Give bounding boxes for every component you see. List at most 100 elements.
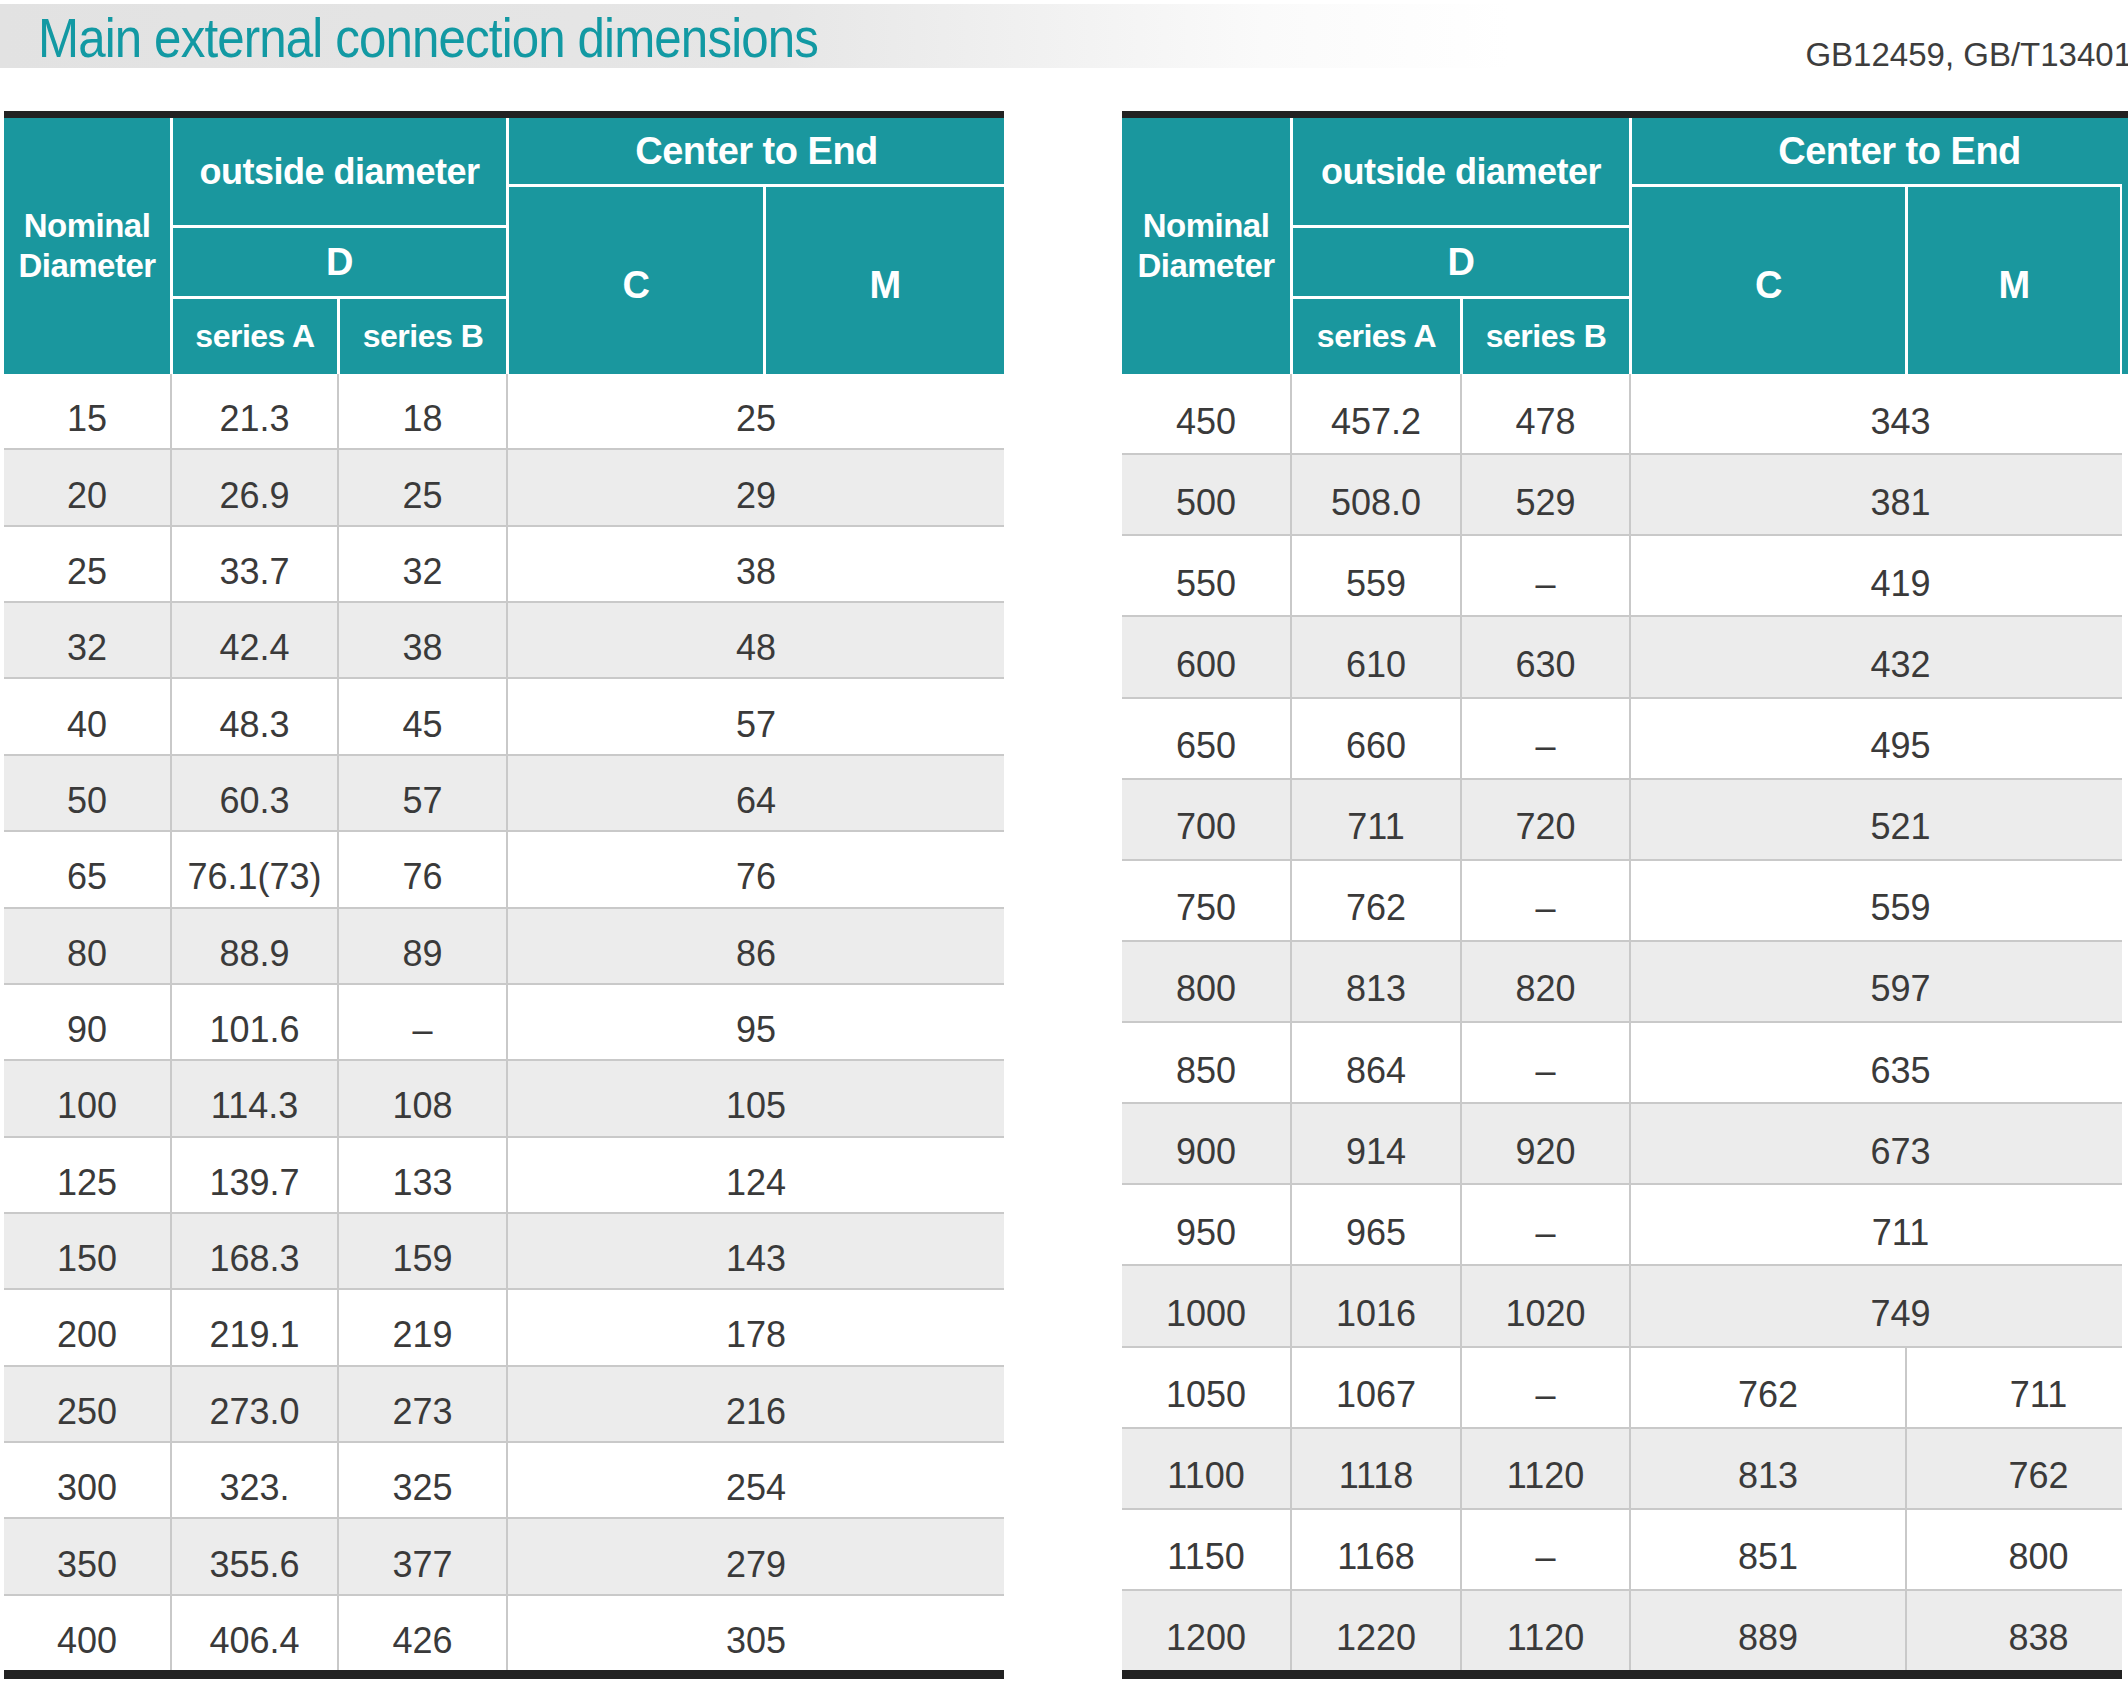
cell-nominal-diameter: 250 (4, 1367, 170, 1441)
header-nominal-diameter: Nominal Diameter (1122, 118, 1290, 374)
cell-series-b: 76 (337, 832, 506, 906)
cell-series-a: 355.6 (170, 1519, 337, 1593)
cell-nominal-diameter: 650 (1122, 699, 1290, 778)
table-row: 650660–495 (1122, 697, 2122, 778)
cell-nominal-diameter: 800 (1122, 942, 1290, 1021)
cell-center-to-end: 597 (1629, 942, 2122, 1021)
cell-nominal-diameter: 150 (4, 1214, 170, 1288)
table-row: 300323.325254 (4, 1441, 1004, 1517)
cell-nominal-diameter: 1000 (1122, 1266, 1290, 1345)
cell-series-b: – (1460, 699, 1629, 778)
cell-series-a: 559 (1290, 536, 1460, 615)
header-c: C (1632, 187, 1905, 374)
header-center-to-end: Center to End (509, 118, 1004, 184)
header-outside-diameter: outside diameter (173, 118, 506, 225)
cell-center-to-end: 105 (506, 1061, 1004, 1135)
cell-series-a: 88.9 (170, 909, 337, 983)
cell-center-to-end: 419 (1629, 536, 2122, 615)
cell-center-to-end: 305 (506, 1596, 1004, 1670)
cell-series-b: – (1460, 1510, 1629, 1589)
table-row: 100010161020749 (1122, 1264, 2122, 1345)
cell-m: 762 (1905, 1429, 2122, 1508)
cell-nominal-diameter: 700 (1122, 780, 1290, 859)
table-row: 110011181120813762 (1122, 1427, 2122, 1508)
cell-series-a: 219.1 (170, 1290, 337, 1364)
cell-series-a: 813 (1290, 942, 1460, 1021)
cell-series-b: – (1460, 1023, 1629, 1102)
cell-center-to-end: 343 (1629, 374, 2122, 453)
cell-series-a: 508.0 (1290, 455, 1460, 534)
cell-series-a: 21.3 (170, 374, 337, 448)
cell-series-a: 76.1(73) (170, 832, 337, 906)
header-nominal-diameter: Nominal Diameter (4, 118, 170, 374)
cell-center-to-end: 25 (506, 374, 1004, 448)
table-row: 2026.92529 (4, 448, 1004, 524)
cell-series-a: 914 (1290, 1104, 1460, 1183)
cell-nominal-diameter: 850 (1122, 1023, 1290, 1102)
cell-nominal-diameter: 40 (4, 679, 170, 753)
cell-nominal-diameter: 100 (4, 1061, 170, 1135)
cell-series-a: 101.6 (170, 985, 337, 1059)
cell-series-b: 25 (337, 450, 506, 524)
cell-nominal-diameter: 1150 (1122, 1510, 1290, 1589)
table-row: 11501168–851800 (1122, 1508, 2122, 1589)
cell-series-b: 720 (1460, 780, 1629, 859)
cell-center-to-end: 178 (506, 1290, 1004, 1364)
table-row: 120012201120889838 (1122, 1589, 2122, 1670)
cell-c: 889 (1629, 1591, 1905, 1670)
cell-series-b: 89 (337, 909, 506, 983)
table-row: 250273.0273216 (4, 1365, 1004, 1441)
cell-center-to-end: 559 (1629, 861, 2122, 940)
cell-series-a: 610 (1290, 617, 1460, 696)
cell-series-a: 33.7 (170, 527, 337, 601)
cell-center-to-end: 254 (506, 1443, 1004, 1517)
table-row: 8088.98986 (4, 907, 1004, 983)
cell-series-a: 1016 (1290, 1266, 1460, 1345)
table-row: 750762–559 (1122, 859, 2122, 940)
table-row: 200219.1219178 (4, 1288, 1004, 1364)
cell-series-a: 1220 (1290, 1591, 1460, 1670)
cell-series-b: 920 (1460, 1104, 1629, 1183)
header-series-a: series A (173, 299, 337, 374)
table-row: 5060.35764 (4, 754, 1004, 830)
cell-series-b: 820 (1460, 942, 1629, 1021)
cell-nominal-diameter: 950 (1122, 1185, 1290, 1264)
table-header: Nominal Diameter outside diameter D seri… (4, 118, 1004, 374)
cell-nominal-diameter: 200 (4, 1290, 170, 1364)
cell-series-a: 1118 (1290, 1429, 1460, 1508)
cell-series-b: – (1460, 861, 1629, 940)
cell-nominal-diameter: 350 (4, 1519, 170, 1593)
cell-nominal-diameter: 900 (1122, 1104, 1290, 1183)
header-m: M (1908, 187, 2120, 374)
cell-m: 800 (1905, 1510, 2122, 1589)
header-m: M (766, 187, 1004, 374)
cell-center-to-end: 432 (1629, 617, 2122, 696)
table-row: 4048.34557 (4, 677, 1004, 753)
cell-series-b: 529 (1460, 455, 1629, 534)
cell-center-to-end: 216 (506, 1367, 1004, 1441)
header-c: C (509, 187, 763, 374)
cell-series-a: 139.7 (170, 1138, 337, 1212)
dimensions-table-right: Nominal Diameter outside diameter D seri… (1122, 111, 2122, 1679)
cell-series-b: – (1460, 536, 1629, 615)
cell-series-b: 32 (337, 527, 506, 601)
cell-series-a: 406.4 (170, 1596, 337, 1670)
cell-series-a: 1067 (1290, 1348, 1460, 1427)
cell-series-a: 48.3 (170, 679, 337, 753)
cell-series-a: 273.0 (170, 1367, 337, 1441)
table-row: 600610630432 (1122, 615, 2122, 696)
table-row: 700711720521 (1122, 778, 2122, 859)
cell-series-a: 26.9 (170, 450, 337, 524)
cell-c: 851 (1629, 1510, 1905, 1589)
table-row: 1521.31825 (4, 374, 1004, 448)
cell-center-to-end: 38 (506, 527, 1004, 601)
table-header: Nominal Diameter outside diameter D seri… (1122, 118, 2122, 374)
header-d: D (1293, 228, 1629, 296)
cell-center-to-end: 749 (1629, 1266, 2122, 1345)
cell-series-a: 114.3 (170, 1061, 337, 1135)
cell-series-b: – (1460, 1185, 1629, 1264)
cell-center-to-end: 124 (506, 1138, 1004, 1212)
table-top-border (4, 111, 1004, 118)
cell-center-to-end: 57 (506, 679, 1004, 753)
cell-center-to-end: 495 (1629, 699, 2122, 778)
